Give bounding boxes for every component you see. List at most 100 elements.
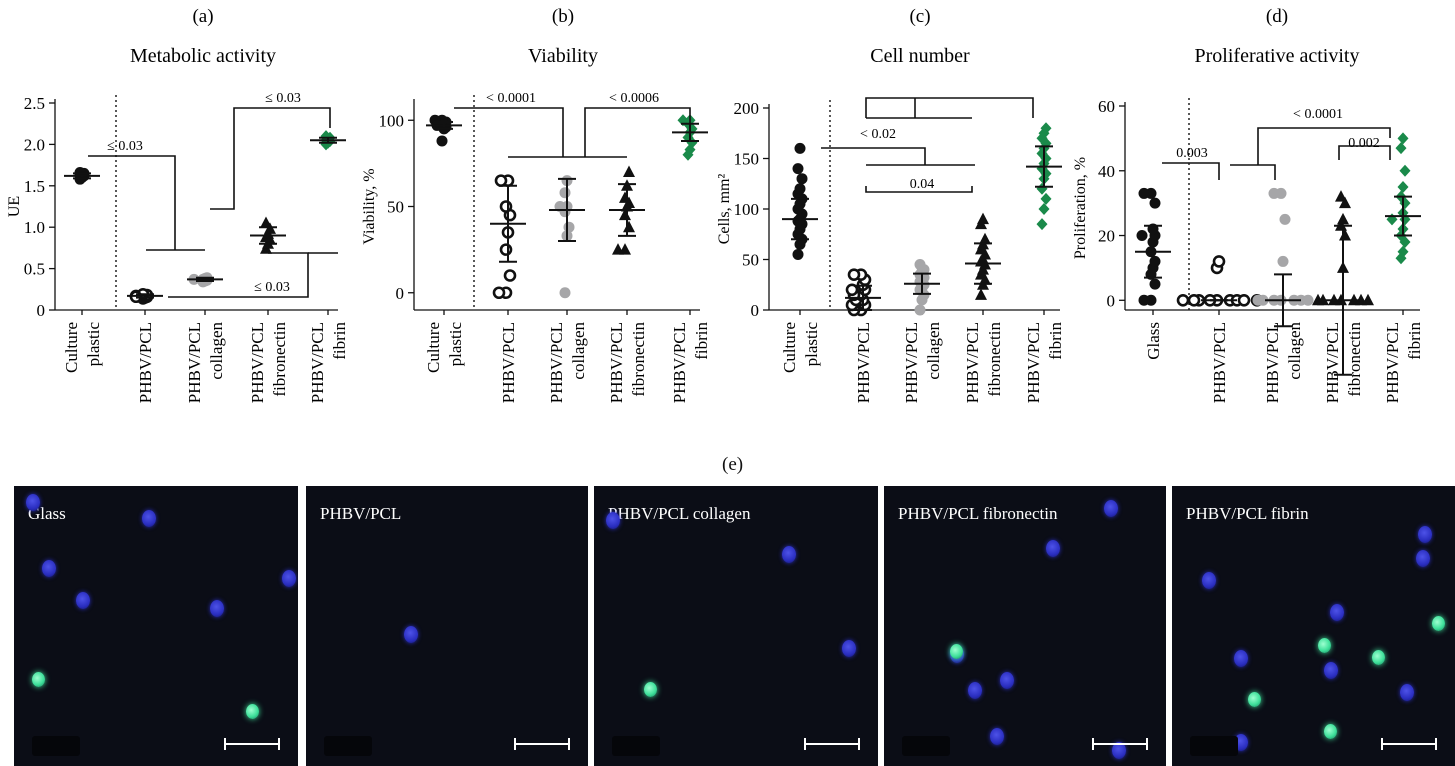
- y-tick-label: 40: [1098, 162, 1115, 181]
- cell-nucleus: [1400, 684, 1414, 701]
- cell-nucleus: [1324, 662, 1338, 679]
- x-category-label: PHBV/PCL: [670, 322, 689, 403]
- figure-canvas: (a) Metabolic activity (b) Viability (c)…: [6, 6, 1424, 403]
- micrograph-label: PHBV/PCL collagen: [608, 504, 751, 523]
- series-4: [1026, 122, 1062, 231]
- chart-title-proliferative-activity: Proliferative activity: [1195, 45, 1360, 67]
- x-category-label: Culture: [424, 322, 443, 373]
- cell-nucleus: [1202, 572, 1216, 589]
- chart-title-metabolic-activity: Metabolic activity: [130, 45, 276, 67]
- y-tick-label: 1.0: [24, 218, 45, 237]
- y-tick-label: 0: [1107, 291, 1116, 310]
- series-2: [549, 175, 585, 299]
- cell-nucleus: [782, 546, 796, 563]
- comparison-bracket: [88, 155, 176, 250]
- cell-nucleus: [1418, 526, 1432, 543]
- data-point: [612, 243, 624, 255]
- cell-nucleus: [990, 728, 1004, 745]
- cell-nucleus: [42, 560, 56, 577]
- x-category-label: PHBV/PCL: [185, 322, 204, 403]
- x-category-label: plastic: [84, 322, 103, 367]
- data-point: [1397, 245, 1409, 258]
- p-value-label: 0.002: [1348, 136, 1380, 151]
- comparison-bracket: [210, 107, 331, 210]
- x-category-label: PHBV/PCL: [607, 322, 626, 403]
- comparison-bracket: [865, 97, 1034, 118]
- y-tick-label: 150: [734, 150, 760, 169]
- data-point: [794, 183, 806, 195]
- scale-bar: [1381, 738, 1437, 750]
- series-0: [1135, 187, 1171, 306]
- data-point: [1036, 218, 1048, 231]
- micrograph-panel: PHBV/PCL: [306, 486, 588, 766]
- comparison-bracket: [1230, 164, 1276, 180]
- p-value-label: < 0.0001: [1293, 107, 1343, 122]
- data-point: [1138, 294, 1150, 306]
- data-point: [494, 174, 508, 187]
- y-axis-label: UE: [6, 196, 23, 217]
- x-category-label: PHBV/PCL: [1024, 322, 1043, 403]
- data-point: [796, 173, 808, 185]
- artifact-shadow: [902, 736, 950, 756]
- proliferating-nucleus: [32, 672, 45, 687]
- artifact-shadow: [324, 736, 372, 756]
- data-point: [1399, 164, 1411, 177]
- data-point: [1149, 255, 1161, 267]
- data-point: [1036, 182, 1048, 195]
- data-point: [1339, 196, 1351, 209]
- x-category-label: PHBV/PCL: [963, 322, 982, 403]
- chart-cell-number: (c) Cell number: [870, 6, 970, 67]
- series-0: [64, 167, 100, 185]
- x-category-label: fibrin: [1046, 322, 1065, 360]
- artifact-shadow: [1190, 736, 1238, 756]
- data-point: [1302, 294, 1314, 306]
- proliferating-nucleus: [1318, 638, 1331, 653]
- panel-letter-d: (d): [1266, 6, 1288, 27]
- x-category-label: fibronectin: [629, 322, 648, 397]
- panel-letter-c: (c): [909, 6, 930, 27]
- x-category-label: collagen: [924, 322, 943, 380]
- x-category-label: PHBV/PCL: [248, 322, 267, 403]
- micrograph-panel: PHBV/PCL collagen: [594, 486, 878, 766]
- series-2: [904, 259, 940, 316]
- series-0: [426, 114, 462, 147]
- cell-nucleus: [210, 600, 224, 617]
- x-category-label: PHBV/PCL: [136, 322, 155, 403]
- y-tick-label: 100: [734, 200, 760, 219]
- x-category-label: fibrin: [1405, 322, 1424, 360]
- comparison-bracket: [454, 107, 564, 157]
- cell-nucleus: [1416, 550, 1430, 567]
- y-tick-label: 0: [396, 284, 405, 303]
- p-value-label: 0.003: [1176, 146, 1208, 161]
- x-category-label: fibrin: [330, 322, 349, 360]
- data-point: [436, 135, 448, 147]
- x-category-label: PHBV/PCL: [308, 322, 327, 403]
- series-0: [782, 142, 818, 260]
- series-3: [250, 216, 286, 254]
- data-point: [1138, 187, 1150, 199]
- p-value-label: < 0.02: [860, 127, 896, 142]
- y-tick-label: 1.5: [24, 177, 45, 196]
- x-category-label: PHBV/PCL: [547, 322, 566, 403]
- cell-nucleus: [1112, 742, 1126, 759]
- cell-nucleus: [1000, 672, 1014, 689]
- x-category-label: PHBV/PCL: [499, 322, 518, 403]
- cell-nucleus: [606, 512, 620, 529]
- y-tick-label: 2.5: [24, 94, 45, 113]
- y-tick-label: 20: [1098, 227, 1115, 246]
- data-point: [499, 243, 513, 256]
- x-category-label: collagen: [207, 322, 226, 380]
- data-point: [847, 268, 861, 281]
- y-axis-label: Viability, %: [361, 168, 378, 244]
- p-value-label: ≤ 0.03: [107, 139, 143, 154]
- plot-area-0: 0 0.5 1.0 1.5 2.0 2.5 UE Culture plastic PHBV/PCL…: [6, 91, 349, 403]
- cell-nucleus: [1330, 604, 1344, 621]
- micrograph-panel: PHBV/PCL fibrin: [1172, 486, 1455, 766]
- data-point: [845, 283, 859, 297]
- artifact-shadow: [32, 736, 80, 756]
- y-tick-label: 0.5: [24, 260, 45, 279]
- data-point: [623, 165, 635, 177]
- micrograph-strip: Glass PHBV/PCL PHBV/PCL collagen PHBV/PCL f…: [14, 486, 1455, 766]
- proliferating-nucleus: [246, 704, 259, 719]
